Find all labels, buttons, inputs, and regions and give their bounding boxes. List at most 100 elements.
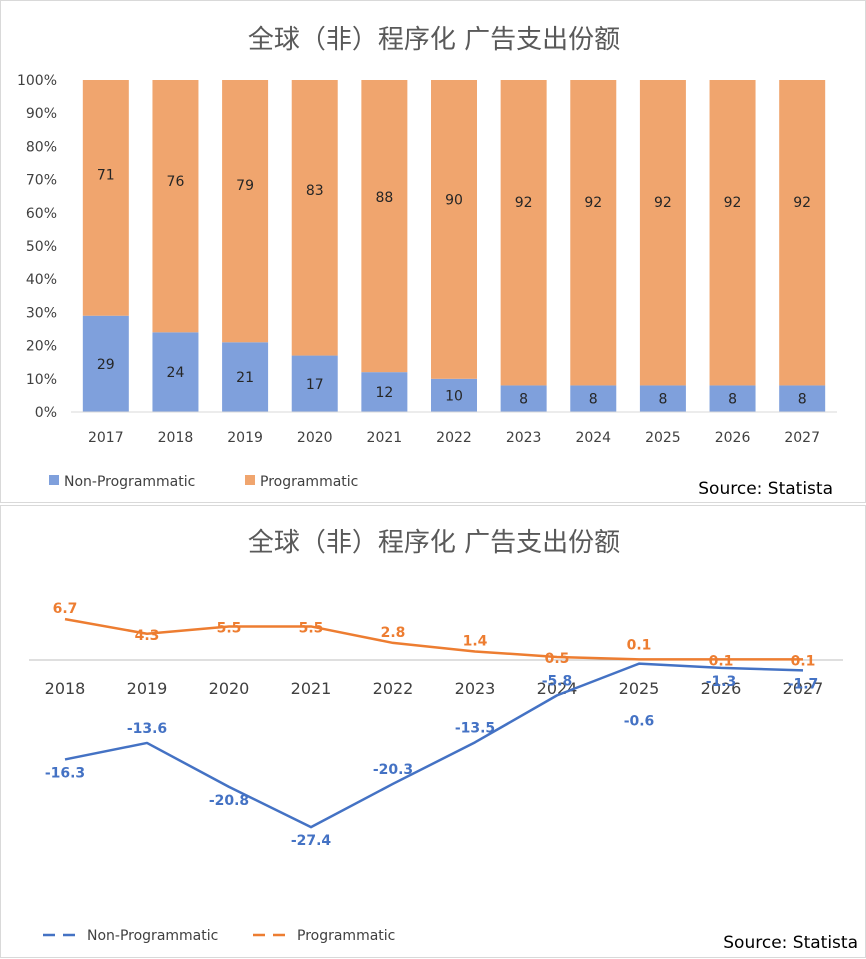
x-tick-label: 2020 <box>209 679 250 698</box>
data-label: 4.3 <box>135 628 160 644</box>
y-tick-label: 80% <box>26 139 57 155</box>
data-label: 2.8 <box>381 625 406 641</box>
data-label: 29 <box>97 357 115 373</box>
source-label: Source: Statista <box>698 479 833 499</box>
data-label: 6.7 <box>53 601 78 617</box>
x-tick-label: 2023 <box>506 430 542 446</box>
bar-segment-programmatic <box>639 80 686 386</box>
data-label: -13.5 <box>455 720 495 736</box>
data-label: 8 <box>728 392 737 408</box>
y-tick-label: 10% <box>26 372 57 388</box>
series-line-non-programmatic <box>64 662 804 829</box>
x-tick-label: 2019 <box>127 679 168 698</box>
data-label: 12 <box>375 385 393 401</box>
bar-segment-non-programmatic <box>291 355 338 412</box>
bar-segment-programmatic <box>222 80 269 343</box>
x-tick-label: 2022 <box>373 679 414 698</box>
data-label: 8 <box>519 392 528 408</box>
data-label: -16.3 <box>45 765 85 781</box>
data-label: 92 <box>793 195 811 211</box>
y-tick-label: 0% <box>35 405 57 421</box>
x-tick-label: 2019 <box>227 430 263 446</box>
x-tick-label: 2017 <box>88 430 124 446</box>
data-label: 8 <box>798 392 807 408</box>
x-tick-label: 2018 <box>45 679 86 698</box>
x-tick-label: 2027 <box>783 679 824 698</box>
bar-segment-programmatic <box>291 80 338 356</box>
x-tick-label: 2018 <box>158 430 194 446</box>
legend-label: Programmatic <box>260 474 358 490</box>
x-tick-label: 2022 <box>436 430 472 446</box>
line-chart: 全球（非）程序化 广告支出份额 2018 2019 2020 2021 2022 2023 2… <box>29 528 858 953</box>
x-tick-label: 2020 <box>297 430 333 446</box>
data-label: 0.1 <box>791 653 816 669</box>
data-label: -1.7 <box>788 676 819 692</box>
chart-title: 全球（非）程序化 广告支出份额 <box>248 528 620 558</box>
data-label: 1.4 <box>463 633 488 649</box>
x-tick-label: 2023 <box>455 679 496 698</box>
legend-swatch <box>245 475 255 485</box>
series-line-programmatic <box>64 617 803 661</box>
data-label: 92 <box>724 195 742 211</box>
line-chart-panel: 全球（非）程序化 广告支出份额 2018 2019 2020 2021 2022 2023 2… <box>0 505 866 958</box>
data-label: 88 <box>375 190 393 206</box>
data-label: -1.3 <box>706 674 737 690</box>
data-label: -27.4 <box>291 833 332 849</box>
stacked-bar-chart: 全球（非）程序化 广告支出份额 0% 10% 20% 30% 40% 50% 60% 70% 80… <box>17 25 837 499</box>
y-tick-label: 70% <box>26 173 57 189</box>
data-label: 92 <box>654 195 672 211</box>
data-label: 0.5 <box>545 651 570 667</box>
data-label: 5.5 <box>217 620 242 636</box>
data-label: 92 <box>515 195 533 211</box>
y-tick-label: 20% <box>26 339 57 355</box>
data-label: 24 <box>167 365 185 381</box>
data-label: 21 <box>236 370 254 386</box>
x-tick-label: 2027 <box>784 430 820 446</box>
x-tick-label: 2024 <box>537 679 578 698</box>
data-label: 0.1 <box>709 653 734 669</box>
bar-segment-non-programmatic <box>82 315 129 412</box>
data-label: -5.8 <box>542 673 573 689</box>
data-label: 0.1 <box>627 637 652 653</box>
data-label: 83 <box>306 183 324 199</box>
data-label: 90 <box>445 193 463 209</box>
bar-segment-programmatic <box>361 80 408 373</box>
y-tick-label: 50% <box>26 239 57 255</box>
x-tick-label: 2025 <box>619 679 660 698</box>
data-label: -0.6 <box>624 714 655 730</box>
bar-segment-non-programmatic <box>222 342 269 412</box>
bar-segment-non-programmatic <box>779 385 826 412</box>
bar-segment-programmatic <box>152 80 199 333</box>
bar-segment-programmatic <box>570 80 617 386</box>
data-label: 76 <box>167 174 185 190</box>
y-tick-label: 30% <box>26 305 57 321</box>
stacked-bar-chart-panel: 全球（非）程序化 广告支出份额 0% 10% 20% 30% 40% 50% 60% 70% 80… <box>0 0 866 503</box>
source-label: Source: Statista <box>723 933 858 953</box>
legend-label: Programmatic <box>297 928 395 944</box>
data-label: 10 <box>445 388 463 404</box>
chart-title: 全球（非）程序化 广告支出份额 <box>248 25 620 55</box>
bar-segment-non-programmatic <box>152 332 199 412</box>
legend-label: Non-Programmatic <box>87 928 218 944</box>
x-tick-label: 2021 <box>291 679 332 698</box>
bar-segment-programmatic <box>500 80 547 386</box>
bar-segment-non-programmatic <box>431 378 477 412</box>
x-tick-label: 2024 <box>575 430 611 446</box>
y-tick-label: 100% <box>17 73 57 89</box>
bar-segment-programmatic <box>709 80 756 386</box>
data-label: 8 <box>658 392 667 408</box>
data-label: 17 <box>306 377 324 393</box>
data-label: -13.6 <box>127 721 167 737</box>
y-tick-label: 60% <box>26 206 57 222</box>
data-label: 8 <box>589 392 598 408</box>
bar-segment-non-programmatic <box>500 385 547 412</box>
bar-segment-non-programmatic <box>639 385 686 412</box>
y-tick-label: 90% <box>26 106 57 122</box>
legend-swatch <box>49 475 59 485</box>
y-tick-label: 40% <box>26 272 57 288</box>
data-label: 71 <box>97 167 115 183</box>
bar-segment-programmatic <box>82 80 129 316</box>
x-tick-label: 2025 <box>645 430 681 446</box>
bar-segment-non-programmatic <box>709 385 756 412</box>
x-tick-label: 2021 <box>367 430 403 446</box>
